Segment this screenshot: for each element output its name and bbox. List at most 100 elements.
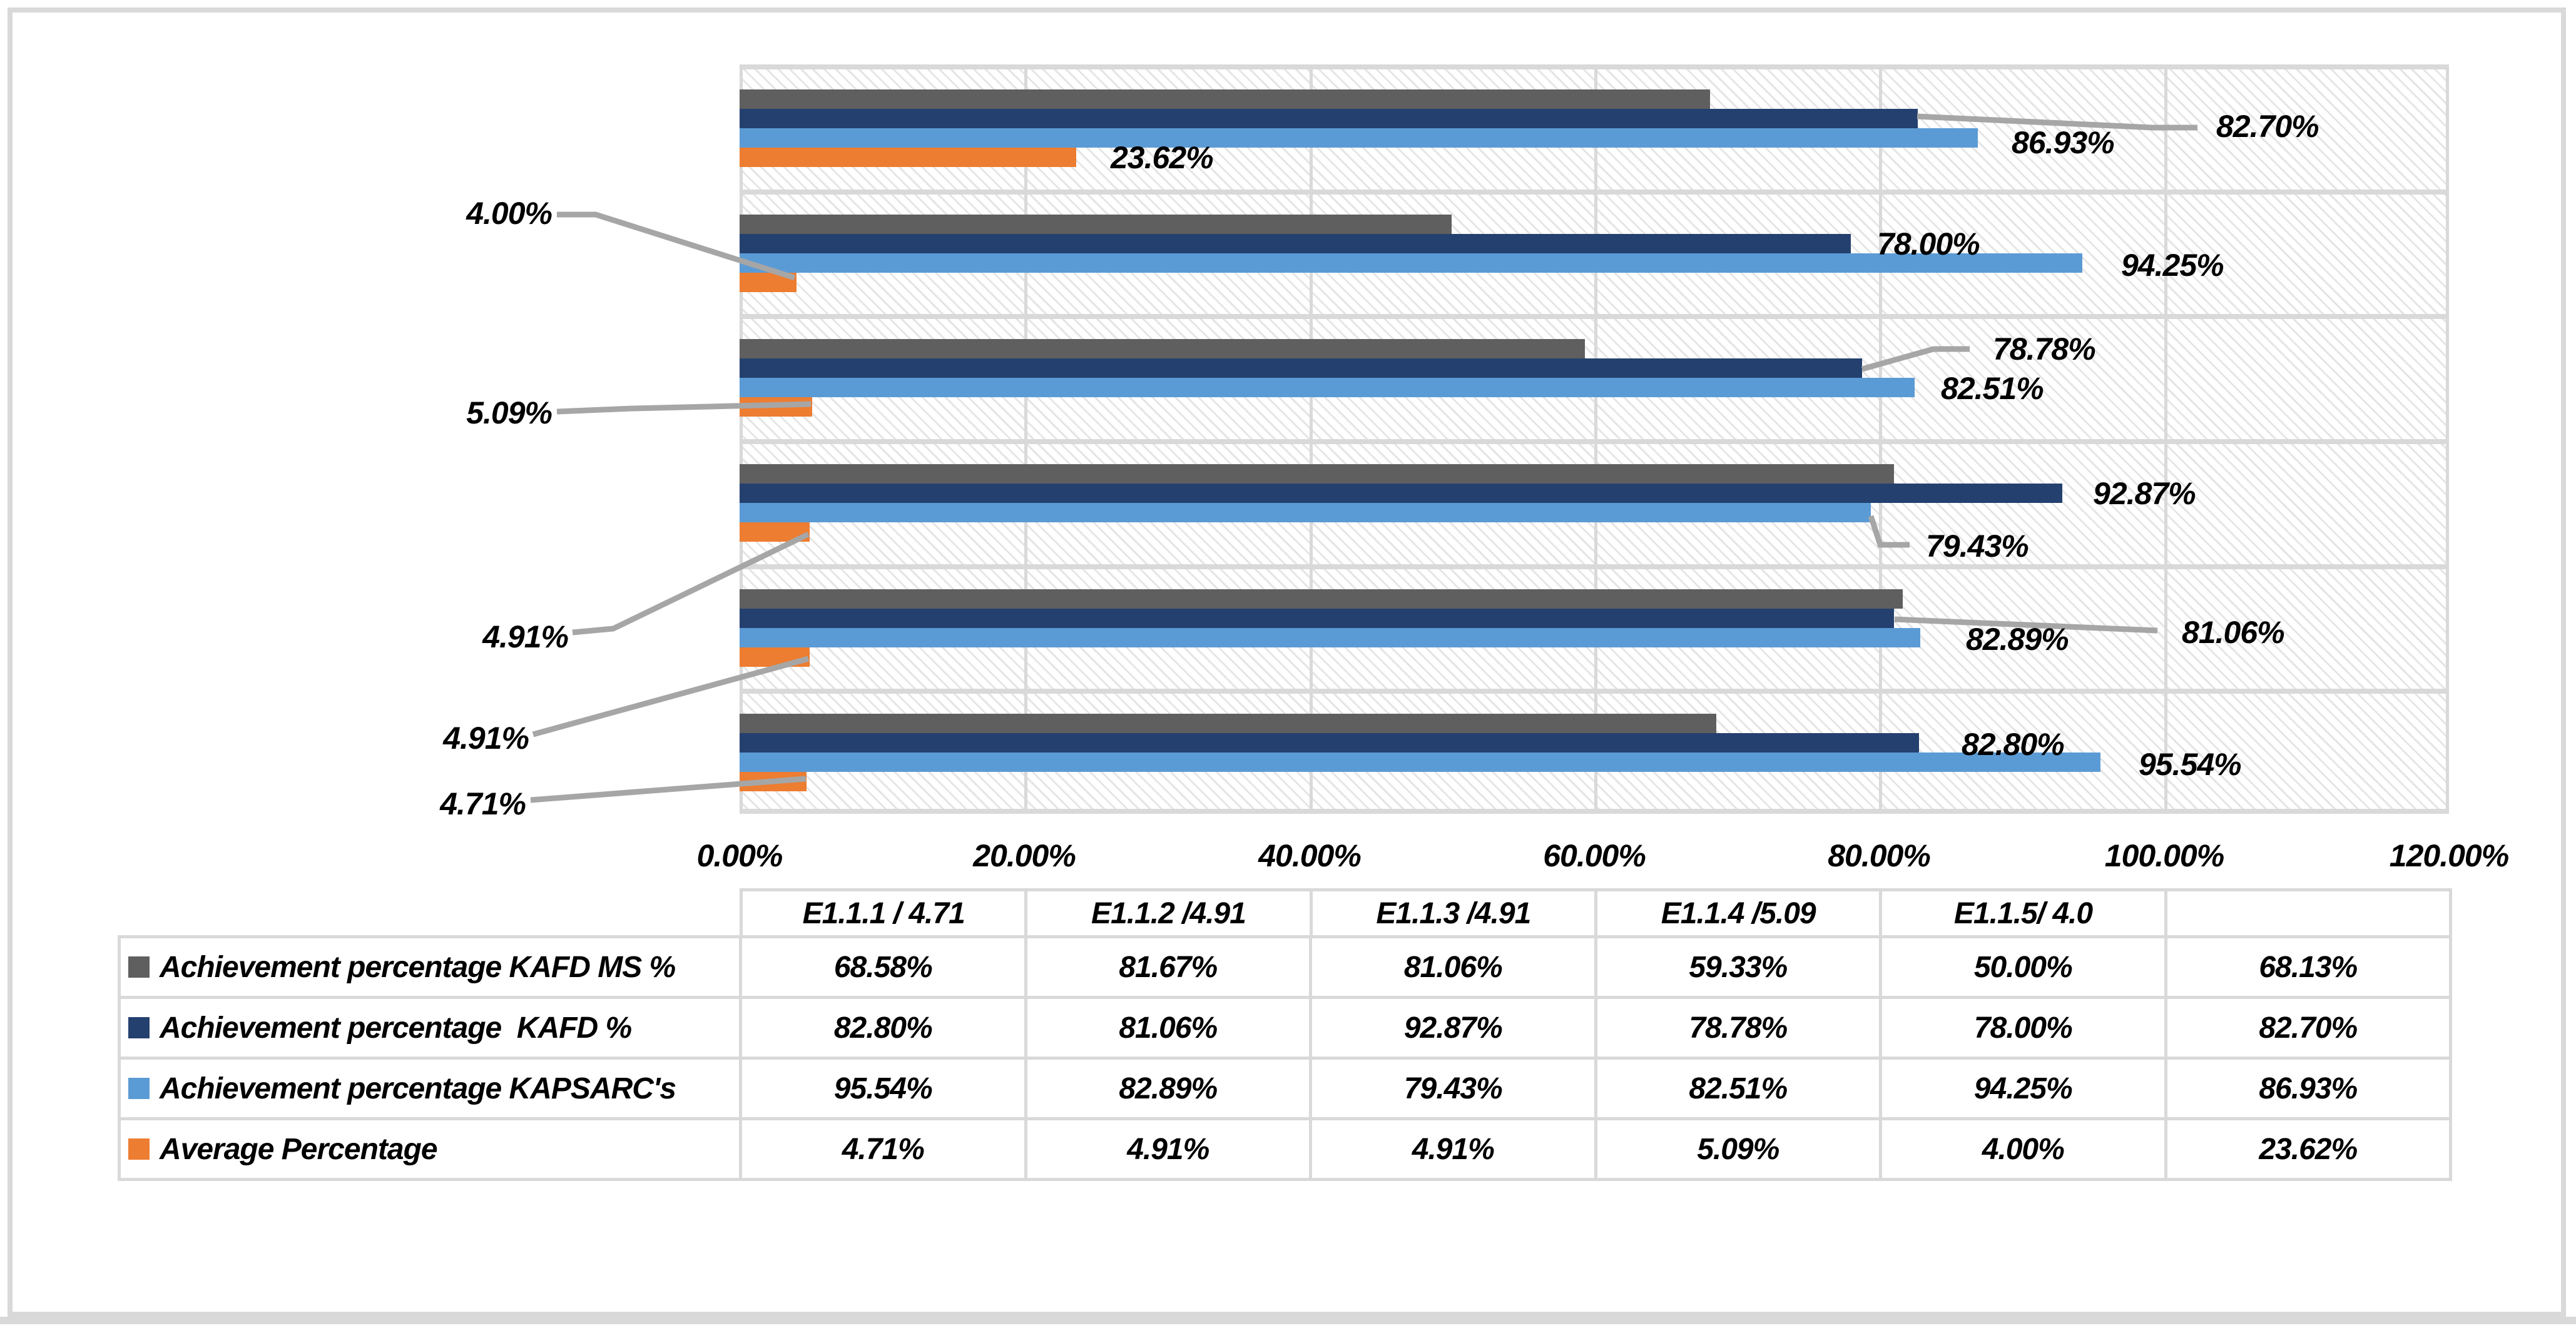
series-swatch-3: [128, 1138, 150, 1160]
value-cell-r3-c5: 23.62%: [2167, 1120, 2449, 1178]
data-label-5: 4.00%: [466, 196, 552, 231]
data-label-11: 4.91%: [482, 619, 569, 654]
bar-series2-cat5: [740, 128, 1978, 148]
gridline-horizontal-2: [740, 314, 2449, 319]
data-label-7: 82.51%: [1941, 371, 2044, 406]
bar-series2-cat0: [740, 753, 2100, 772]
value-cell-r2-c2: 79.43%: [1312, 1060, 1594, 1117]
value-cell-r2-c4: 94.25%: [1882, 1060, 2164, 1117]
series-swatch-0: [128, 956, 150, 978]
x-tick-0: 0.00%: [696, 838, 783, 873]
value-cell-r0-c0: 68.58%: [742, 938, 1024, 996]
value-cell-r0-c1: 81.67%: [1027, 938, 1309, 996]
gridline-horizontal-0: [740, 64, 2449, 69]
header-cell-5: [2167, 891, 2449, 935]
bar-series0-cat1: [740, 589, 1903, 609]
value-cell-r1-c4: 78.00%: [1882, 999, 2164, 1057]
value-cell-r2-c0: 95.54%: [742, 1060, 1024, 1117]
value-cell-r1-c2: 92.87%: [1312, 999, 1594, 1057]
bar-series1-cat4: [740, 234, 1851, 253]
value-cell-r1-c5: 82.70%: [2167, 999, 2449, 1057]
bar-series3-cat5: [740, 148, 1076, 167]
bottom-window-strip: [0, 1317, 2576, 1324]
data-label-13: 81.06%: [2182, 615, 2285, 650]
value-cell-r3-c1: 4.91%: [1027, 1120, 1309, 1178]
value-cell-r1-c3: 78.78%: [1597, 999, 1879, 1057]
bar-series3-cat1: [740, 647, 810, 667]
data-label-10: 79.43%: [1926, 529, 2029, 564]
value-cell-r3-c0: 4.71%: [742, 1120, 1024, 1178]
value-cell-r3-c4: 4.00%: [1882, 1120, 2164, 1178]
series-row-label-1: Achievement percentage KAFD %: [121, 999, 739, 1057]
series-row-label-0: Achievement percentage KAFD MS %: [121, 938, 739, 996]
data-label-6: 78.78%: [1993, 332, 2096, 367]
bar-series3-cat4: [740, 273, 797, 292]
x-tick-6: 120.00%: [2389, 838, 2509, 873]
bar-series3-cat3: [740, 397, 812, 417]
x-tick-4: 80.00%: [1828, 838, 1931, 873]
value-cell-r2-c3: 82.51%: [1597, 1060, 1879, 1117]
data-label-9: 92.87%: [2093, 476, 2196, 511]
plot-area: [740, 64, 2449, 814]
bar-series1-cat2: [740, 484, 2062, 503]
series-row-label-2: Achievement percentage KAPSARC's: [121, 1060, 739, 1117]
series-name-1: Achievement percentage KAFD %: [160, 1011, 632, 1045]
bar-series1-cat3: [740, 358, 1862, 378]
data-label-1: 86.93%: [2012, 125, 2115, 160]
data-label-8: 5.09%: [466, 395, 552, 430]
gridline-horizontal-6: [740, 809, 2449, 814]
data-label-15: 82.80%: [1962, 727, 2065, 762]
data-label-17: 4.71%: [440, 786, 526, 821]
value-cell-r0-c5: 68.13%: [2167, 938, 2449, 996]
value-cell-r1-c1: 81.06%: [1027, 999, 1309, 1057]
gridline-horizontal-1: [740, 190, 2449, 195]
bar-series0-cat4: [740, 215, 1452, 234]
x-tick-1: 20.00%: [973, 838, 1076, 873]
data-label-3: 78.00%: [1877, 226, 1980, 261]
series-name-2: Achievement percentage KAPSARC's: [160, 1072, 676, 1105]
gridline-horizontal-3: [740, 439, 2449, 444]
header-cell-4: E1.1.5/ 4.0: [1882, 891, 2164, 935]
data-table-body: Achievement percentage KAFD MS % 68.58% 81…: [118, 935, 2452, 1181]
bar-series2-cat3: [740, 378, 1915, 397]
series-name-3: Average Percentage: [160, 1132, 438, 1166]
data-label-2: 82.70%: [2216, 109, 2319, 144]
value-cell-r0-c2: 81.06%: [1312, 938, 1594, 996]
data-label-16: 95.54%: [2139, 747, 2242, 782]
header-cell-1: E1.1.2 /4.91: [1027, 891, 1310, 935]
bar-series1-cat1: [740, 609, 1894, 628]
header-cell-0: E1.1.1 / 4.71: [743, 891, 1025, 935]
series-row-label-3: Average Percentage: [121, 1120, 739, 1178]
value-cell-r2-c1: 82.89%: [1027, 1060, 1309, 1117]
value-cell-r2-c5: 86.93%: [2167, 1060, 2449, 1117]
bar-series0-cat3: [740, 339, 1585, 358]
value-cell-r3-c3: 5.09%: [1597, 1120, 1879, 1178]
value-cell-r3-c2: 4.91%: [1312, 1120, 1594, 1178]
data-table-header: E1.1.1 / 4.71 E1.1.2 /4.91 E1.1.3 /4.91 E1.…: [740, 888, 2452, 935]
gridline-horizontal-5: [740, 689, 2449, 694]
header-cell-2: E1.1.3 /4.91: [1312, 891, 1594, 935]
bar-series0-cat5: [740, 89, 1710, 109]
data-label-14: 4.91%: [443, 721, 529, 756]
bar-series1-cat0: [740, 733, 1919, 753]
data-label-12: 82.89%: [1966, 622, 2069, 657]
x-tick-2: 40.00%: [1258, 838, 1362, 873]
bar-series2-cat2: [740, 503, 1871, 522]
bar-series1-cat5: [740, 109, 1918, 128]
value-cell-r1-c0: 82.80%: [742, 999, 1024, 1057]
series-name-0: Achievement percentage KAFD MS %: [160, 950, 676, 984]
gridline-horizontal-4: [740, 564, 2449, 569]
value-cell-r0-c4: 50.00%: [1882, 938, 2164, 996]
series-swatch-2: [128, 1078, 150, 1099]
bar-series0-cat2: [740, 464, 1894, 484]
header-cell-3: E1.1.4 /5.09: [1597, 891, 1880, 935]
series-swatch-1: [128, 1017, 150, 1038]
bar-series3-cat0: [740, 772, 807, 791]
data-label-4: 94.25%: [2121, 248, 2224, 283]
bar-series3-cat2: [740, 522, 810, 542]
x-tick-5: 100.00%: [2104, 838, 2224, 873]
x-tick-3: 60.00%: [1543, 838, 1646, 873]
value-cell-r0-c3: 59.33%: [1597, 938, 1879, 996]
bar-series2-cat4: [740, 253, 2082, 273]
